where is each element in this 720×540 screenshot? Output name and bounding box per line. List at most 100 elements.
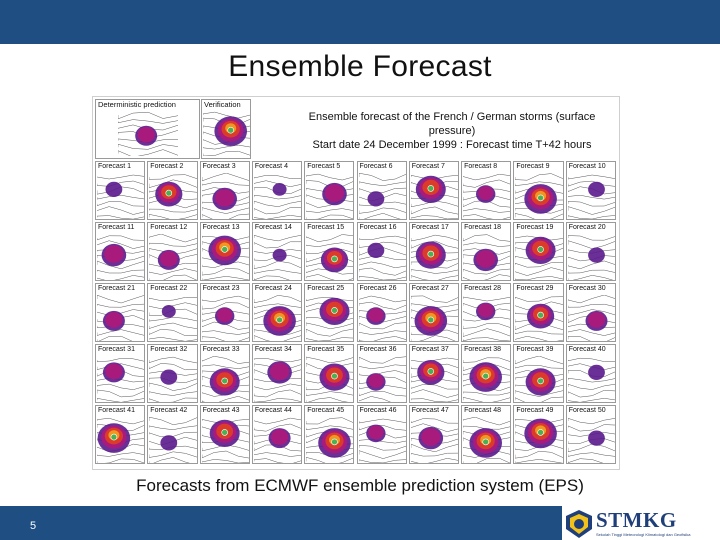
- forecast-label: Forecast 44: [254, 407, 292, 414]
- pressure-map: [97, 235, 145, 280]
- forecast-panel: Forecast 20: [565, 222, 616, 281]
- forecast-label: Forecast 47: [411, 407, 449, 414]
- forecast-label: Forecast 43: [202, 407, 240, 414]
- pressure-map: [201, 235, 249, 280]
- forecast-label: Forecast 2: [150, 163, 184, 170]
- forecast-panel: Forecast 37: [408, 344, 460, 403]
- forecast-panel: Forecast 8: [461, 161, 512, 220]
- forecast-label: Forecast 6: [359, 163, 393, 170]
- forecast-label: Forecast 4: [254, 163, 288, 170]
- forecast-label: Forecast 48: [464, 407, 502, 414]
- forecast-label: Forecast 32: [150, 346, 188, 353]
- forecast-panel: Forecast 42: [147, 405, 198, 464]
- forecast-panel: Forecast 50: [565, 405, 616, 464]
- pressure-map: [515, 418, 563, 463]
- pressure-map: [306, 234, 354, 280]
- pressure-map: [515, 235, 563, 280]
- forecast-panel: Forecast 7: [408, 161, 460, 220]
- forecast-label: Forecast 24: [254, 285, 292, 292]
- forecast-label: Forecast 17: [411, 224, 449, 231]
- forecast-panel: Forecast 40: [565, 344, 616, 403]
- forecast-label: Forecast 31: [98, 346, 135, 353]
- forecast-panel: Forecast 14: [251, 222, 303, 281]
- pressure-map: [567, 174, 615, 219]
- forecast-panel: Forecast 41: [95, 405, 146, 464]
- forecast-label: Forecast 33: [202, 346, 240, 353]
- pressure-map: [358, 418, 406, 463]
- forecast-panel: Forecast 13: [199, 222, 250, 281]
- forecast-label: Forecast 15: [307, 224, 345, 231]
- forecast-label: Forecast 41: [98, 407, 135, 414]
- forecast-panel: Forecast 35: [304, 344, 355, 403]
- forecast-label: Forecast 5: [307, 163, 341, 170]
- forecast-label: Forecast 29: [516, 285, 554, 292]
- forecast-label: Forecast 39: [516, 346, 554, 353]
- figure-header: Ensemble forecast of the French / German…: [289, 110, 615, 152]
- pressure-map: [306, 296, 354, 341]
- pressure-map: [567, 418, 615, 463]
- forecast-label: Forecast 19: [516, 224, 554, 231]
- pressure-map: [515, 296, 563, 341]
- forecast-panel: Forecast 5: [304, 161, 355, 220]
- pressure-map: [410, 174, 459, 219]
- forecast-panel: Forecast 3: [199, 161, 250, 220]
- pressure-map: [306, 173, 354, 219]
- forecast-label: Forecast 11: [98, 224, 135, 231]
- pressure-map: [201, 356, 249, 402]
- forecast-panel: Forecast 15: [304, 222, 355, 281]
- forecast-label: Forecast 38: [464, 346, 502, 353]
- pressure-map: [515, 356, 563, 402]
- stmkg-emblem-icon: [566, 510, 592, 538]
- pressure-map: [463, 417, 511, 463]
- figure-header-line2: Start date 24 December 1999 : Forecast t…: [312, 139, 592, 151]
- pressure-map: [515, 173, 563, 219]
- forecast-panel: Forecast 31: [95, 344, 146, 403]
- pressure-map: [253, 417, 302, 463]
- pressure-map: [410, 418, 459, 463]
- pressure-map: [201, 418, 249, 463]
- forecast-panel: Forecast 16: [356, 222, 407, 281]
- top-bar: [0, 0, 720, 44]
- forecast-panel: Forecast 47: [408, 405, 460, 464]
- stmkg-logo: STMKG Sekolah Tinggi Meteorologi Klimato…: [562, 506, 720, 540]
- forecast-label: Forecast 14: [254, 224, 292, 231]
- forecast-panel: Forecast 28: [461, 283, 512, 342]
- pressure-map: [97, 174, 145, 219]
- forecast-label: Forecast 22: [150, 285, 188, 292]
- forecast-panel: Forecast 46: [356, 405, 407, 464]
- slide-title: Ensemble Forecast: [228, 50, 492, 83]
- forecast-label: Forecast 35: [307, 346, 345, 353]
- pressure-map: [567, 235, 615, 280]
- forecast-label: Forecast 7: [411, 163, 445, 170]
- pressure-map: [410, 357, 459, 402]
- forecast-panel: Forecast 27: [408, 283, 460, 342]
- forecast-label: Forecast 37: [411, 346, 449, 353]
- forecast-panel: Forecast 38: [461, 344, 512, 403]
- forecast-label: Forecast 28: [464, 285, 502, 292]
- figure-caption: Forecasts from ECMWF ensemble prediction…: [136, 476, 584, 495]
- forecast-label: Forecast 49: [516, 407, 554, 414]
- forecast-panel: Forecast 44: [251, 405, 303, 464]
- pressure-map: [97, 358, 145, 402]
- pressure-map: [306, 417, 354, 463]
- pressure-map: [149, 174, 197, 219]
- forecast-label: Forecast 10: [568, 163, 606, 170]
- pressure-map: [410, 295, 459, 341]
- forecast-label: Forecast 9: [516, 163, 550, 170]
- forecast-label: Forecast 36: [359, 346, 397, 353]
- pressure-map: [463, 173, 511, 219]
- pressure-map: [567, 295, 615, 341]
- forecast-panel: Forecast 32: [147, 344, 198, 403]
- forecast-panel: Forecast 36: [356, 344, 407, 403]
- forecast-label: Forecast 46: [359, 407, 397, 414]
- forecast-panel: Forecast 9: [513, 161, 564, 220]
- forecast-panel: Forecast 43: [199, 405, 250, 464]
- pressure-map: [149, 297, 197, 341]
- forecast-panel: Forecast 6: [356, 161, 407, 220]
- forecast-panel: Forecast 1: [95, 161, 146, 220]
- pressure-map: [149, 417, 197, 463]
- forecast-label: Forecast 3: [202, 163, 236, 170]
- forecast-panel: Forecast 12: [147, 222, 198, 281]
- pressure-map: [358, 235, 406, 280]
- forecast-panel: Forecast 30: [565, 283, 616, 342]
